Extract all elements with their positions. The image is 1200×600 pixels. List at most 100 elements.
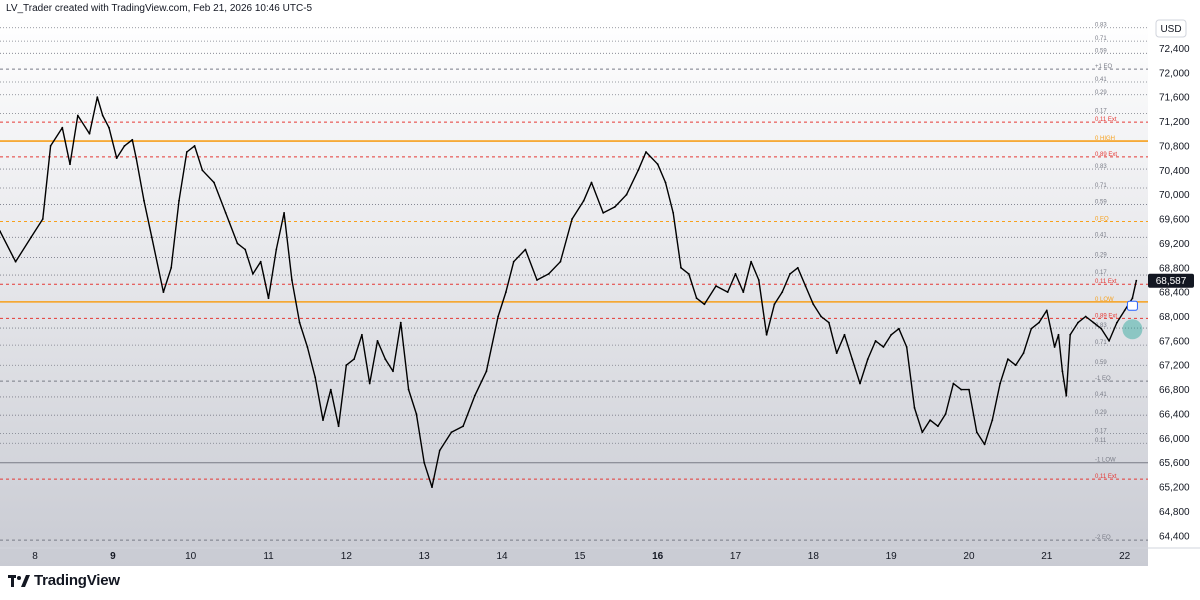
plot-background [0, 18, 1148, 566]
price-point [1116, 321, 1118, 324]
level-label: 0.41 [1095, 392, 1107, 398]
price-point [131, 138, 134, 141]
price-point [384, 358, 387, 360]
level-label: 0.29 [1095, 90, 1107, 96]
price-axis[interactable]: 64,400 64,800 65,200 65,600 66,000 66,400 66,8… [1159, 44, 1190, 542]
price-point [399, 321, 402, 324]
price-point [376, 340, 379, 342]
price-point [224, 212, 227, 214]
price-point [96, 96, 99, 99]
price-point [1057, 333, 1060, 336]
level-label: 0.59 [1095, 360, 1107, 366]
price-point [645, 151, 647, 153]
time-axis[interactable]: 8 9 10 11 12 13 14 15 16 17 18 19 20 21 22 [0, 547, 1200, 562]
price-point [590, 181, 593, 184]
level-label: 0.71 [1095, 183, 1107, 189]
price-point [1100, 327, 1103, 330]
price-point [734, 273, 737, 275]
price-point [450, 431, 453, 434]
level-label: -2 EQ [1095, 535, 1111, 541]
price-point [1077, 321, 1079, 324]
price-point [937, 425, 939, 428]
price-point [1131, 297, 1134, 300]
price-point [536, 279, 538, 281]
price-point [322, 419, 324, 421]
price-point [874, 340, 877, 342]
price-point [547, 273, 550, 275]
price-point [1069, 333, 1072, 336]
price-tick-label: 72,400 [1159, 44, 1190, 55]
price-point [49, 145, 52, 147]
price-tick-label: 66,800 [1159, 385, 1190, 396]
level-label: 0.11 Ext [1095, 279, 1117, 285]
price-point [781, 291, 784, 293]
level-label: 0.41 [1095, 232, 1107, 238]
date-tick-label: 15 [574, 551, 586, 562]
price-point [851, 358, 854, 360]
price-point [0, 230, 1, 233]
level-lines: 0.83 0.71 0.59 +1 EQ 0.41 0.29 0.17 0.11 Ext 0 H… [0, 23, 1148, 541]
price-point [614, 206, 616, 208]
chart-header: LV_Trader created with TradingView.com, … [0, 0, 1200, 18]
price-point [150, 236, 153, 239]
price-chart[interactable]: 0.83 0.71 0.59 +1 EQ 0.41 0.29 0.17 0.11 Ext 0 H… [0, 18, 1200, 566]
price-point [843, 333, 846, 336]
price-point [559, 260, 562, 263]
price-tick-label: 67,200 [1159, 361, 1190, 372]
price-point [905, 346, 908, 348]
price-point [750, 260, 752, 263]
tradingview-logo-icon [8, 574, 30, 587]
price-point [765, 333, 768, 336]
price-tick-label: 71,600 [1159, 93, 1190, 104]
chart-attribution: LV_Trader created with TradingView.com, … [6, 3, 313, 14]
price-point [185, 151, 188, 153]
price-point [61, 126, 64, 129]
price-point [1123, 309, 1126, 312]
event-flag-icon[interactable] [1126, 300, 1138, 311]
level-label: 0.59 [1095, 48, 1107, 54]
price-point [30, 236, 32, 239]
marker-layer [1122, 300, 1143, 340]
price-point [275, 248, 278, 251]
currency-box[interactable]: USD [1155, 19, 1187, 38]
price-point [715, 285, 717, 287]
price-point [637, 169, 640, 172]
currency-label: USD [1160, 24, 1181, 35]
price-point [337, 425, 340, 428]
price-point [438, 449, 441, 452]
date-tick-label: 22 [1119, 551, 1131, 562]
level-label: 0.83 [1095, 23, 1107, 29]
price-point [921, 431, 924, 434]
price-point [524, 248, 527, 251]
price-point [1038, 321, 1040, 324]
price-point [345, 364, 348, 367]
level-label: 0 EQ [1095, 216, 1109, 222]
level-label: 0.89 Ext [1095, 152, 1117, 158]
price-tick-label: 72,000 [1159, 68, 1190, 79]
price-point [88, 132, 91, 135]
level-label: 0.29 [1095, 410, 1107, 416]
price-point [329, 388, 332, 391]
price-point [108, 126, 110, 129]
price-point [804, 285, 807, 287]
tradingview-logo[interactable]: TradingView [8, 572, 120, 589]
price-point [14, 260, 17, 263]
price-point [680, 266, 682, 269]
price-point [115, 157, 118, 160]
level-label: 0.17 [1095, 428, 1107, 434]
date-tick-label: 16 [652, 551, 664, 562]
price-point [252, 273, 254, 275]
current-price-label: 68,587 [1156, 276, 1187, 287]
price-tick-label: 71,200 [1159, 117, 1190, 128]
position-marker[interactable] [1122, 319, 1143, 340]
price-point [812, 303, 815, 306]
price-point [952, 382, 955, 385]
date-tick-label: 12 [341, 551, 353, 562]
price-point [415, 413, 418, 415]
price-point [101, 114, 104, 117]
price-point [291, 279, 293, 281]
price-point [423, 461, 426, 464]
price-point [193, 145, 196, 147]
price-point [898, 327, 900, 330]
tradingview-logo-text: TradingView [34, 572, 120, 589]
